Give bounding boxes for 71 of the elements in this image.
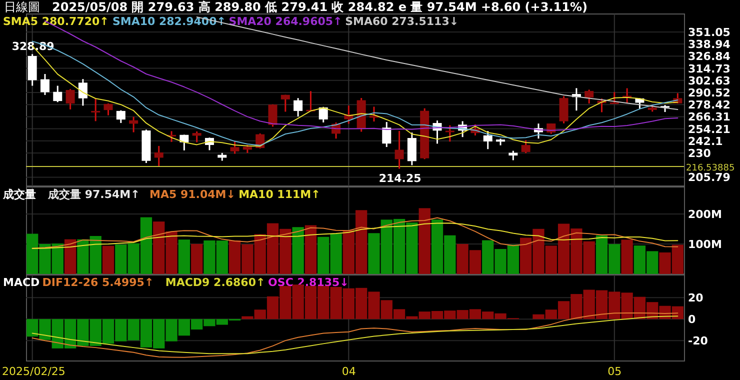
bar [304,225,317,274]
x-tick-label: 2025/02/25 [2,365,66,378]
y-tick-label: 278.42 [688,98,730,112]
candlestick [116,110,126,124]
y-axis-title: MACD [3,276,40,289]
y-axis-title: 成交量 [2,188,36,201]
text: MA10 111M↑ [238,188,320,201]
y-tick-label: 200M [688,208,722,221]
candlestick [91,98,100,122]
candlestick [394,130,404,170]
y-tick-label: 290.52 [688,86,730,100]
bar [102,246,114,274]
x-tick-label: 04 [342,365,356,378]
series-label: OSC 2.8135↓ [268,276,349,289]
bar [418,208,430,274]
bar [292,227,304,274]
candlestick [521,139,530,154]
candlestick [508,150,518,161]
candlestick [66,88,75,110]
text: MA5 91.04M↓ [150,188,236,201]
x-tick-label: 05 [608,365,622,378]
text: SMA5 280.7720↑ [3,15,109,28]
bar [621,240,633,274]
candlestick [445,124,454,142]
line-series [32,222,678,249]
y-tick-label: 254.21 [688,122,730,136]
candlestick [180,134,189,152]
ref-line-label: 216.53885 [686,163,735,174]
y-tick-label: 20 [688,292,704,305]
candlestick [192,130,202,144]
y-tick-label: 326.84 [688,50,731,64]
y-tick-label: 266.31 [688,110,730,124]
y-tick-label: 338.94 [688,38,731,52]
y-tick-label: 205.79 [688,171,730,184]
bar [191,244,203,274]
text: SMA20 264.9605↑ [228,15,342,28]
candlestick [407,132,416,166]
y-tick-label: 0 [688,313,696,326]
y-tick-label: -20 [688,334,708,348]
candlestick [78,78,88,106]
candlestick [318,106,328,124]
candlestick [584,88,594,104]
candlestick [559,95,568,124]
candlestick [610,91,619,104]
line-series [32,217,678,249]
bar [64,239,76,274]
text: SMA10 282.9400↑ [112,15,226,28]
y-tick-label: 302.63 [688,74,730,88]
candlestick [382,121,392,148]
candlestick [154,145,164,167]
bar [178,240,190,274]
candlestick [294,97,303,118]
y-tick-label: 314.73 [688,62,730,76]
series-label: 成交量 97.54M↑ [47,188,140,201]
candlestick [280,94,290,112]
candlestick [53,85,62,103]
candlestick [268,104,278,128]
candlestick [230,140,240,155]
annotation: 214.25 [378,172,422,185]
y-tick-label: 351.05 [688,26,730,39]
candlestick [40,73,50,96]
text: MACD9 2.6860↑ [165,276,266,289]
y-tick-label: 100M [688,238,722,251]
text: DIF12-26 5.4995↑ [42,276,154,289]
text: SMA60 273.5113↓ [345,15,459,28]
chart-title: 日線圖 [4,0,40,14]
chart-subtitle: 2025/05/08 開 279.63 高 289.80 低 279.41 收 284.82 e 量 97.54M +8.60 (+3.11%) [52,0,588,14]
y-tick-label: 230 [688,147,712,160]
candlestick [483,130,492,150]
candlestick [104,102,113,116]
y-tick-label: 242.1 [688,134,723,148]
